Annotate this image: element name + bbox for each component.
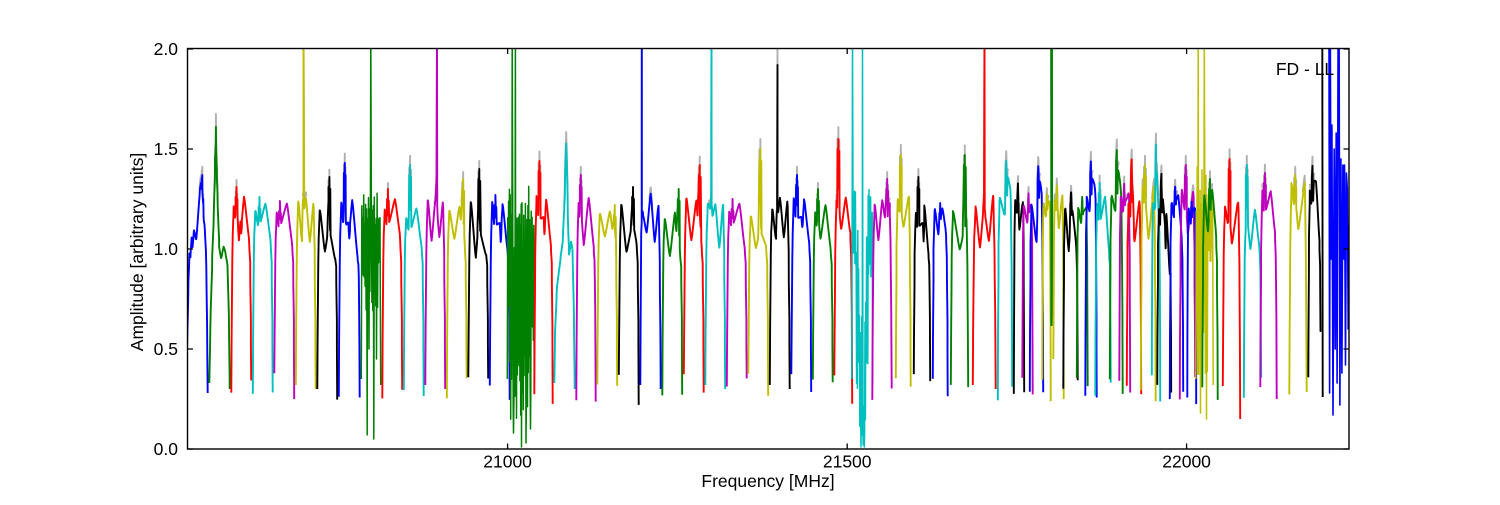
svg-text:0.0: 0.0 — [154, 439, 179, 459]
svg-text:1.0: 1.0 — [154, 239, 179, 259]
svg-text:1.5: 1.5 — [154, 139, 178, 159]
svg-text:2.0: 2.0 — [154, 39, 179, 59]
svg-text:FD - LL: FD - LL — [1276, 59, 1335, 79]
svg-text:22000: 22000 — [1162, 452, 1211, 472]
svg-text:Amplitude [arbitrary units]: Amplitude [arbitrary units] — [127, 153, 147, 351]
svg-text:21000: 21000 — [483, 452, 532, 472]
svg-text:Frequency [MHz]: Frequency [MHz] — [701, 471, 834, 491]
svg-text:0.5: 0.5 — [154, 339, 178, 359]
svg-text:21500: 21500 — [823, 452, 872, 472]
